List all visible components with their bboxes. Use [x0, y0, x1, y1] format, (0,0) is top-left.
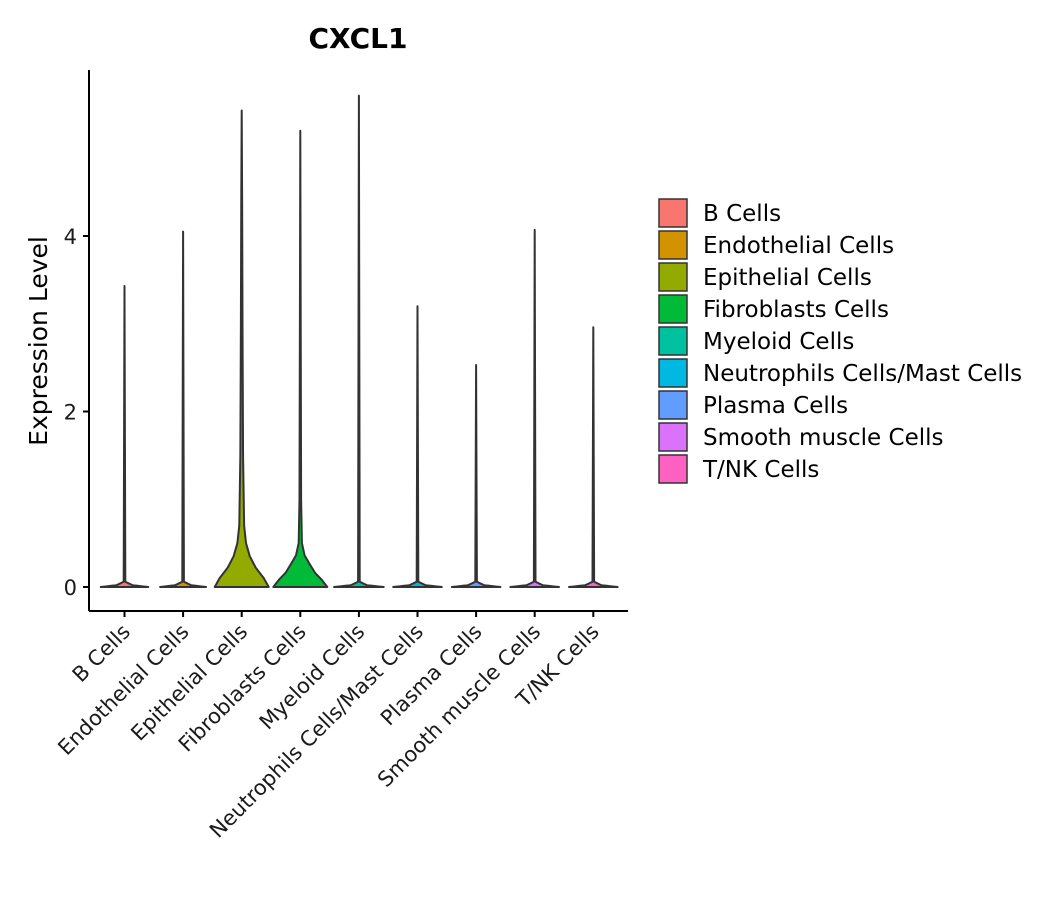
- violin-myeloid-cells: [333, 94, 385, 588]
- violin-endothelial-cells: [159, 230, 208, 588]
- violin-t-nk-cells: [568, 326, 619, 588]
- legend-swatch: [658, 390, 688, 420]
- legend-label: Fibroblasts Cells: [703, 297, 889, 323]
- legend-swatch: [658, 422, 688, 452]
- legend-swatch: [658, 454, 688, 484]
- legend-swatch: [658, 358, 688, 388]
- legend-label: Endothelial Cells: [703, 233, 894, 259]
- violin-b-cells: [99, 285, 150, 588]
- legend: B Cells Endothelial Cells Epithelial Cells…: [658, 198, 1022, 484]
- legend-label: Epithelial Cells: [703, 265, 872, 291]
- legend-swatch: [658, 198, 688, 228]
- x-tick-label: Plasma Cells: [376, 620, 487, 731]
- chart-title: CXCL1: [308, 22, 407, 55]
- y-tick-label: 2: [64, 401, 77, 425]
- y-tick-label: 0: [64, 576, 77, 600]
- legend-label: B Cells: [703, 201, 781, 227]
- legend-swatch: [658, 326, 688, 356]
- legend-label: Plasma Cells: [703, 393, 848, 419]
- violin-epithelial-cells: [213, 109, 270, 588]
- legend-swatch: [658, 262, 688, 292]
- x-tick-label: Myeloid Cells: [255, 620, 370, 735]
- x-tick-label: Neutrophils Cells/Mast Cells: [205, 620, 428, 843]
- legend-label: Neutrophils Cells/Mast Cells: [703, 361, 1022, 387]
- violin-plasma-cells: [450, 363, 502, 588]
- legend-swatch: [658, 230, 688, 260]
- violin-neutrophils-cells-mast-cells: [392, 305, 443, 588]
- violin-smooth-muscle-cells: [509, 228, 560, 588]
- y-axis-label: Expression Level: [24, 236, 53, 446]
- legend-swatch: [658, 294, 688, 324]
- legend-label: Smooth muscle Cells: [703, 425, 944, 451]
- violin-fibroblasts-cells: [272, 129, 329, 588]
- legend-label: T/NK Cells: [702, 457, 819, 483]
- violins-group: [99, 94, 619, 588]
- y-tick-label: 4: [64, 225, 77, 249]
- legend-label: Myeloid Cells: [703, 329, 854, 355]
